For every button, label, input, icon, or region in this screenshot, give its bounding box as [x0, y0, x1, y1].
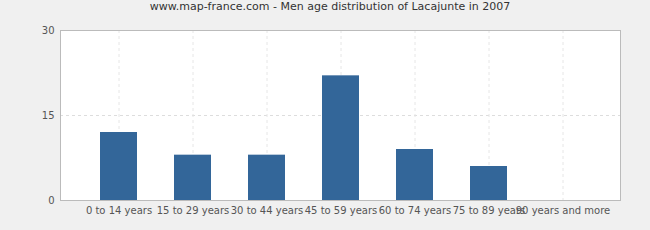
svg-text:75 to 89 years: 75 to 89 years [453, 205, 526, 216]
svg-text:90 years and more: 90 years and more [516, 205, 611, 216]
svg-text:60 to 74 years: 60 to 74 years [379, 205, 452, 216]
svg-text:0 to 14 years: 0 to 14 years [86, 205, 152, 216]
svg-text:15 to 29 years: 15 to 29 years [157, 205, 230, 216]
svg-text:30: 30 [42, 25, 55, 36]
svg-text:15: 15 [42, 110, 55, 121]
svg-text:30 to 44 years: 30 to 44 years [231, 205, 304, 216]
svg-text:45 to 59 years: 45 to 59 years [305, 205, 378, 216]
svg-text:0: 0 [48, 195, 54, 206]
html-text:www.map-france.com - Men age d: www.map-france.com - Men age distributio… [149, 0, 511, 13]
